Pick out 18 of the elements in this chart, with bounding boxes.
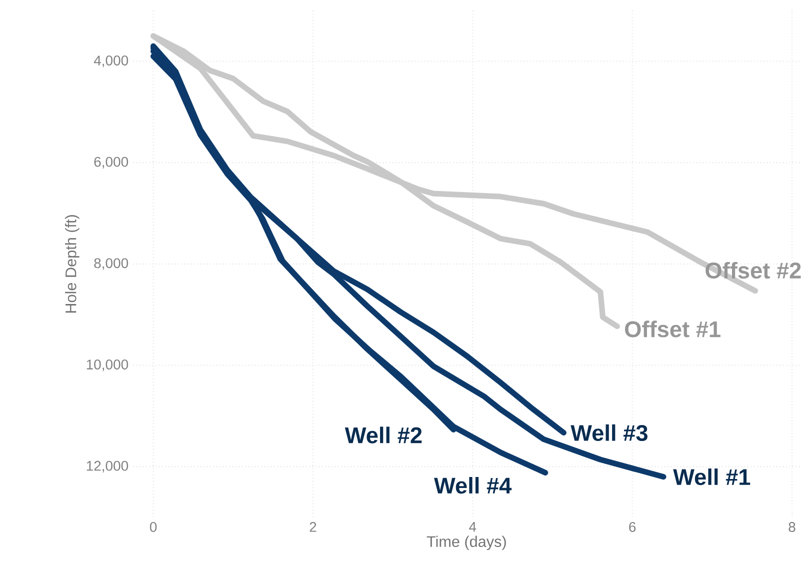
y-tick-label: 6,000 — [94, 156, 128, 168]
x-axis-title: Time (days) — [426, 536, 506, 550]
x-tick-label: 8 — [788, 522, 796, 532]
y-tick-label: 10,000 — [86, 359, 128, 371]
y-axis-title: Hole Depth (ft) — [65, 214, 80, 312]
series-label: Offset #2 — [706, 262, 801, 278]
x-tick-label: 6 — [629, 522, 636, 532]
y-tick-label: 12,000 — [86, 460, 128, 472]
y-tick-label: 8,000 — [94, 258, 128, 270]
y-tick-label: 4,000 — [94, 55, 128, 67]
x-tick-label: 0 — [150, 522, 157, 532]
series-label: Offset #1 — [625, 320, 720, 338]
series-label: Well #3 — [570, 424, 648, 441]
x-tick-label: 4 — [469, 522, 476, 532]
x-tick-label: 2 — [310, 522, 316, 532]
series-label: Well #4 — [434, 476, 512, 494]
series-label: Well #1 — [673, 468, 750, 485]
series-label: Well #2 — [344, 426, 422, 444]
